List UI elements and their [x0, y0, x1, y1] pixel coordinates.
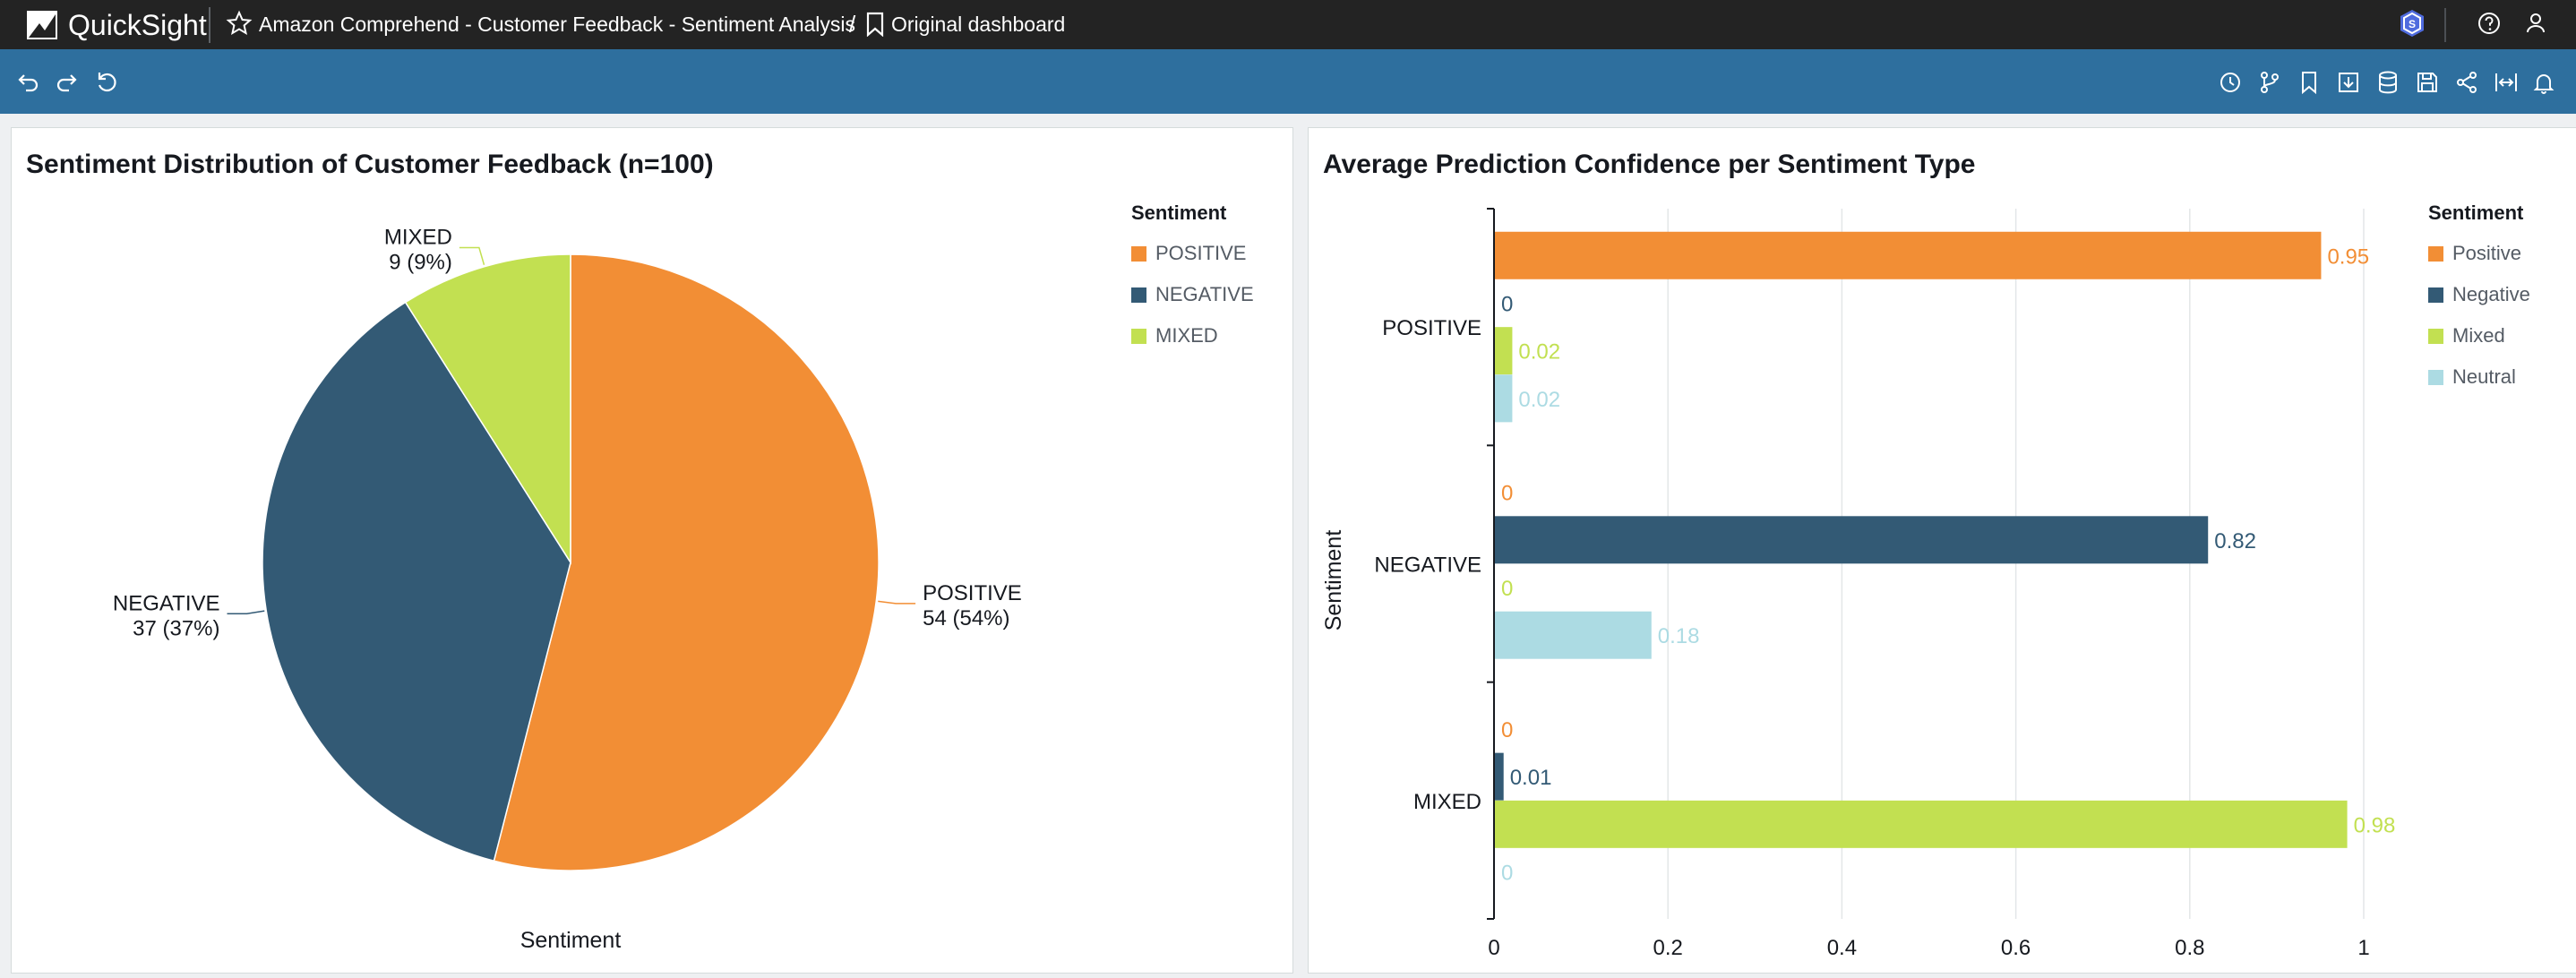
dataset-icon[interactable]	[2374, 69, 2401, 96]
legend-swatch	[2428, 329, 2443, 344]
x-tick-label: 1	[2357, 936, 2369, 960]
legend-swatch	[1131, 329, 1146, 344]
favorite-star-icon[interactable]	[226, 10, 253, 37]
pie-label-mixed: MIXED	[384, 226, 452, 250]
bookmark-icon[interactable]	[2296, 69, 2323, 96]
bar-data-label: 0	[1501, 577, 1513, 601]
legend-swatch	[2428, 370, 2443, 385]
bookmark-icon	[865, 12, 885, 38]
pie-label-negative: NEGATIVE	[113, 591, 220, 615]
user-icon[interactable]	[2522, 10, 2549, 37]
pie-slice-mixed[interactable]	[404, 253, 571, 565]
legend-item-neutral[interactable]: Neutral	[2428, 366, 2516, 388]
legend-swatch	[1131, 287, 1146, 303]
x-tick-label: 0	[1488, 936, 1499, 960]
analysis-title[interactable]: Amazon Comprehend - Customer Feedback - …	[259, 13, 856, 36]
legend-title: Sentiment	[2428, 202, 2524, 224]
bar-neutral-positive[interactable]	[1495, 374, 1513, 423]
pie-value-label: 9 (9%)	[389, 251, 452, 275]
breadcrumb-separator: /	[849, 11, 856, 38]
y-tick-label-negative: NEGATIVE	[1374, 553, 1481, 578]
pie-leader-line	[227, 610, 265, 615]
bar-data-label: 0.02	[1518, 388, 1560, 412]
help-icon[interactable]	[2476, 10, 2503, 37]
pie-axis-label: Sentiment	[520, 928, 622, 953]
x-tick-label: 0.8	[2175, 936, 2204, 960]
x-tick-label: 0.2	[1653, 936, 1683, 960]
schedule-icon[interactable]	[2217, 69, 2244, 96]
divider	[2444, 8, 2446, 42]
alert-icon[interactable]	[2530, 69, 2557, 96]
shield-badge-icon[interactable]: S	[2397, 8, 2427, 39]
undo-icon[interactable]	[14, 69, 41, 96]
bar-data-label: 0	[1501, 718, 1513, 742]
bar-data-label: 0.95	[2327, 244, 2369, 269]
reset-icon[interactable]	[93, 69, 120, 96]
export-icon[interactable]	[2335, 69, 2362, 96]
bar-neutral-negative[interactable]	[1495, 611, 1652, 659]
top-navigation-bar: QuickSight Amazon Comprehend - Customer …	[0, 0, 2576, 49]
legend-item-negative[interactable]: NEGATIVE	[1131, 284, 1254, 305]
app-name[interactable]: QuickSight	[68, 9, 207, 41]
divider	[209, 7, 210, 43]
save-icon[interactable]	[2414, 69, 2441, 96]
bar-negative-negative[interactable]	[1495, 516, 2209, 564]
bar-data-label: 0.18	[1658, 624, 1700, 648]
pie-leader-line	[878, 600, 916, 605]
pie-leader-line	[459, 246, 485, 265]
svg-text:S: S	[2409, 18, 2416, 30]
original-dashboard-link[interactable]: Original dashboard	[891, 13, 1066, 36]
legend-swatch	[1131, 246, 1146, 262]
pie-label-positive: POSITIVE	[923, 581, 1022, 605]
legend-swatch	[2428, 287, 2443, 303]
legend-swatch	[2428, 246, 2443, 262]
legend-item-positive[interactable]: POSITIVE	[1131, 243, 1246, 264]
bar-data-label: 0.98	[2354, 813, 2396, 837]
x-tick-label: 0.4	[1827, 936, 1857, 960]
fit-width-icon[interactable]	[2493, 69, 2520, 96]
pie-chart-visual[interactable]: Sentiment Distribution of Customer Feedb…	[11, 127, 1293, 974]
bar-negative-mixed[interactable]	[1495, 752, 1504, 801]
bar-data-label: 0.02	[1518, 340, 1560, 365]
legend-title: Sentiment	[1131, 202, 1227, 224]
quicksight-logo-icon[interactable]	[25, 7, 61, 43]
dashboard-toolbar	[0, 49, 2576, 114]
pie-value-label: 37 (37%)	[133, 616, 219, 640]
bar-data-label: 0	[1501, 482, 1513, 506]
bar-axis-label: Sentiment	[1321, 530, 1346, 631]
visual-title: Average Prediction Confidence per Sentim…	[1323, 150, 1976, 179]
y-tick-label-positive: POSITIVE	[1382, 316, 1481, 340]
visual-title: Sentiment Distribution of Customer Feedb…	[26, 150, 714, 179]
bar-data-label: 0	[1501, 862, 1513, 886]
branch-icon[interactable]	[2256, 69, 2283, 96]
bar-chart-visual[interactable]: Average Prediction Confidence per Sentim…	[1308, 127, 2576, 974]
pie-value-label: 54 (54%)	[923, 606, 1009, 631]
bar-mixed-mixed[interactable]	[1495, 800, 2348, 848]
bar-chart: 0 0.2 0.4 0.6 0.8 1 POSITIVE NEGATIVE MIXED 0.95…	[1321, 208, 2396, 960]
legend-item-positive[interactable]: Positive	[2428, 243, 2521, 264]
redo-icon[interactable]	[54, 69, 81, 96]
bar-mixed-positive[interactable]	[1495, 327, 1513, 375]
legend-item-negative[interactable]: Negative	[2428, 284, 2530, 305]
bar-data-label: 0.01	[1510, 766, 1552, 790]
legend-item-mixed[interactable]: MIXED	[1131, 325, 1218, 347]
bar-positive-positive[interactable]	[1495, 231, 2322, 279]
x-tick-label: 0.6	[2001, 936, 2031, 960]
legend-item-mixed[interactable]: Mixed	[2428, 325, 2505, 347]
pie-slice-positive[interactable]	[493, 253, 880, 871]
y-tick-label-mixed: MIXED	[1413, 790, 1481, 814]
share-icon[interactable]	[2453, 69, 2480, 96]
bar-data-label: 0.82	[2214, 529, 2256, 553]
bar-data-label: 0	[1501, 292, 1513, 316]
